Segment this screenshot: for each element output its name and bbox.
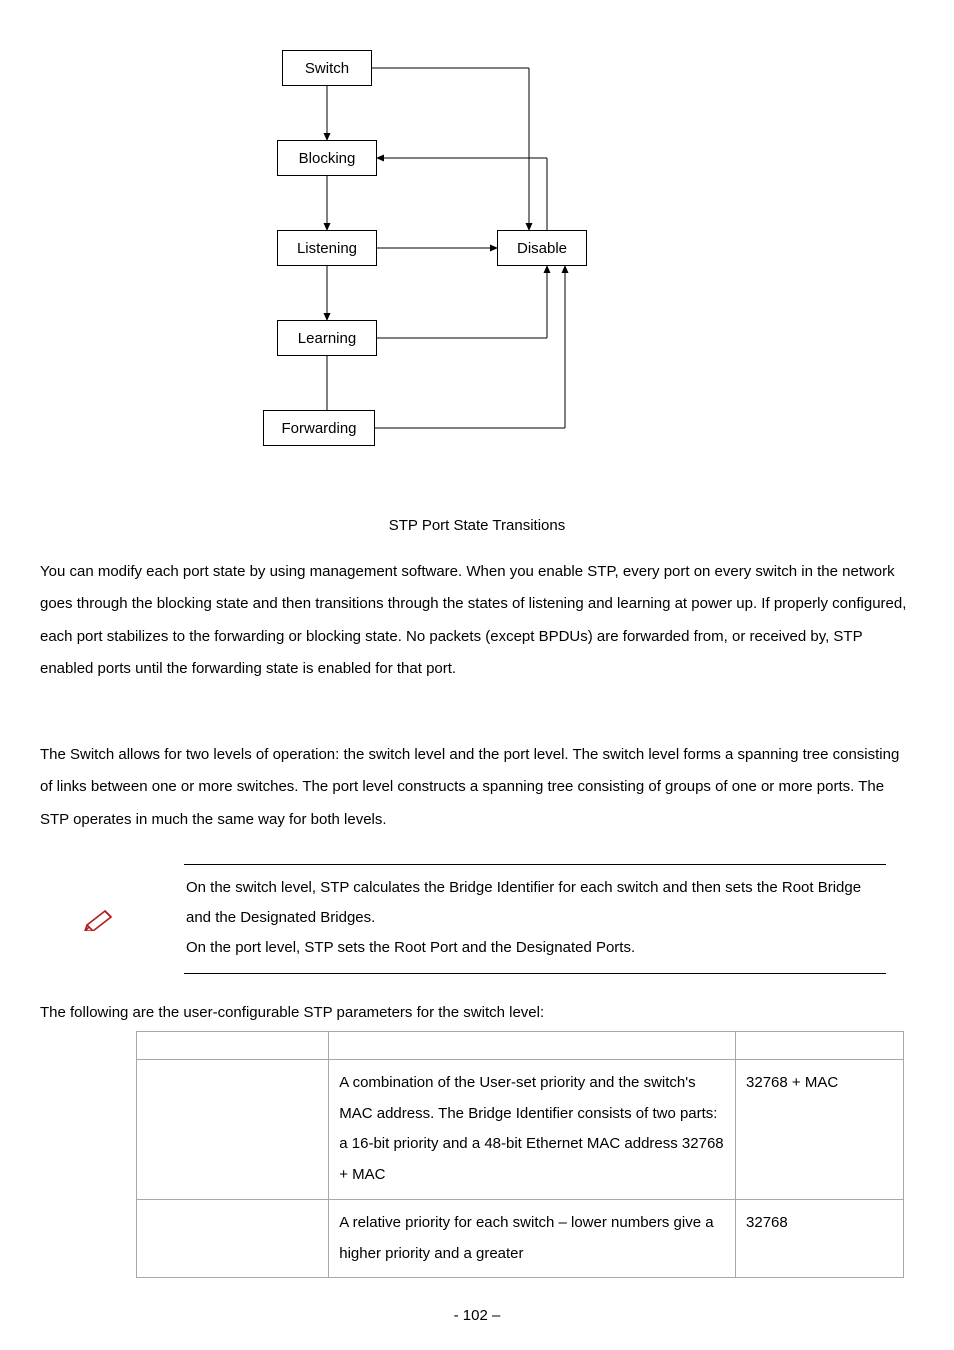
diagram-node-disable: Disable <box>497 230 587 266</box>
note-text: On the switch level, STP calculates the … <box>184 864 886 974</box>
table-cell: A relative priority for each switch – lo… <box>329 1199 736 1278</box>
table-cell: 32768 + MAC <box>736 1059 904 1199</box>
stp-params-table: A combination of the User-set priority a… <box>136 1031 904 1279</box>
table-cell <box>736 1031 904 1059</box>
table-cell: 32768 <box>736 1199 904 1278</box>
pencil-icon <box>82 907 118 931</box>
table-row: A combination of the User-set priority a… <box>137 1059 904 1199</box>
table-cell <box>137 1031 329 1059</box>
note-line-1: On the switch level, STP calculates the … <box>186 873 880 933</box>
note-callout: On the switch level, STP calculates the … <box>40 864 914 974</box>
table-cell: A combination of the User-set priority a… <box>329 1059 736 1199</box>
paragraph-1: You can modify each port state by using … <box>40 556 914 685</box>
table-cell <box>137 1199 329 1278</box>
paragraph-2: The Switch allows for two levels of oper… <box>40 739 914 836</box>
diagram-caption: STP Port State Transitions <box>389 517 565 534</box>
diagram-node-switch: Switch <box>282 50 372 86</box>
table-cell <box>137 1059 329 1199</box>
diagram-node-listening: Listening <box>277 230 377 266</box>
table-row <box>137 1031 904 1059</box>
table-cell <box>329 1031 736 1059</box>
table-intro: The following are the user-configurable … <box>40 1004 914 1021</box>
table-row: A relative priority for each switch – lo… <box>137 1199 904 1278</box>
diagram-node-blocking: Blocking <box>277 140 377 176</box>
stp-state-diagram: Switch Blocking Listening Disable Learning Fo… <box>227 50 727 505</box>
page-number: - 102 – <box>0 1307 954 1324</box>
diagram-node-forwarding: Forwarding <box>263 410 375 446</box>
diagram-node-learning: Learning <box>277 320 377 356</box>
note-line-2: On the port level, STP sets the Root Por… <box>186 933 880 963</box>
